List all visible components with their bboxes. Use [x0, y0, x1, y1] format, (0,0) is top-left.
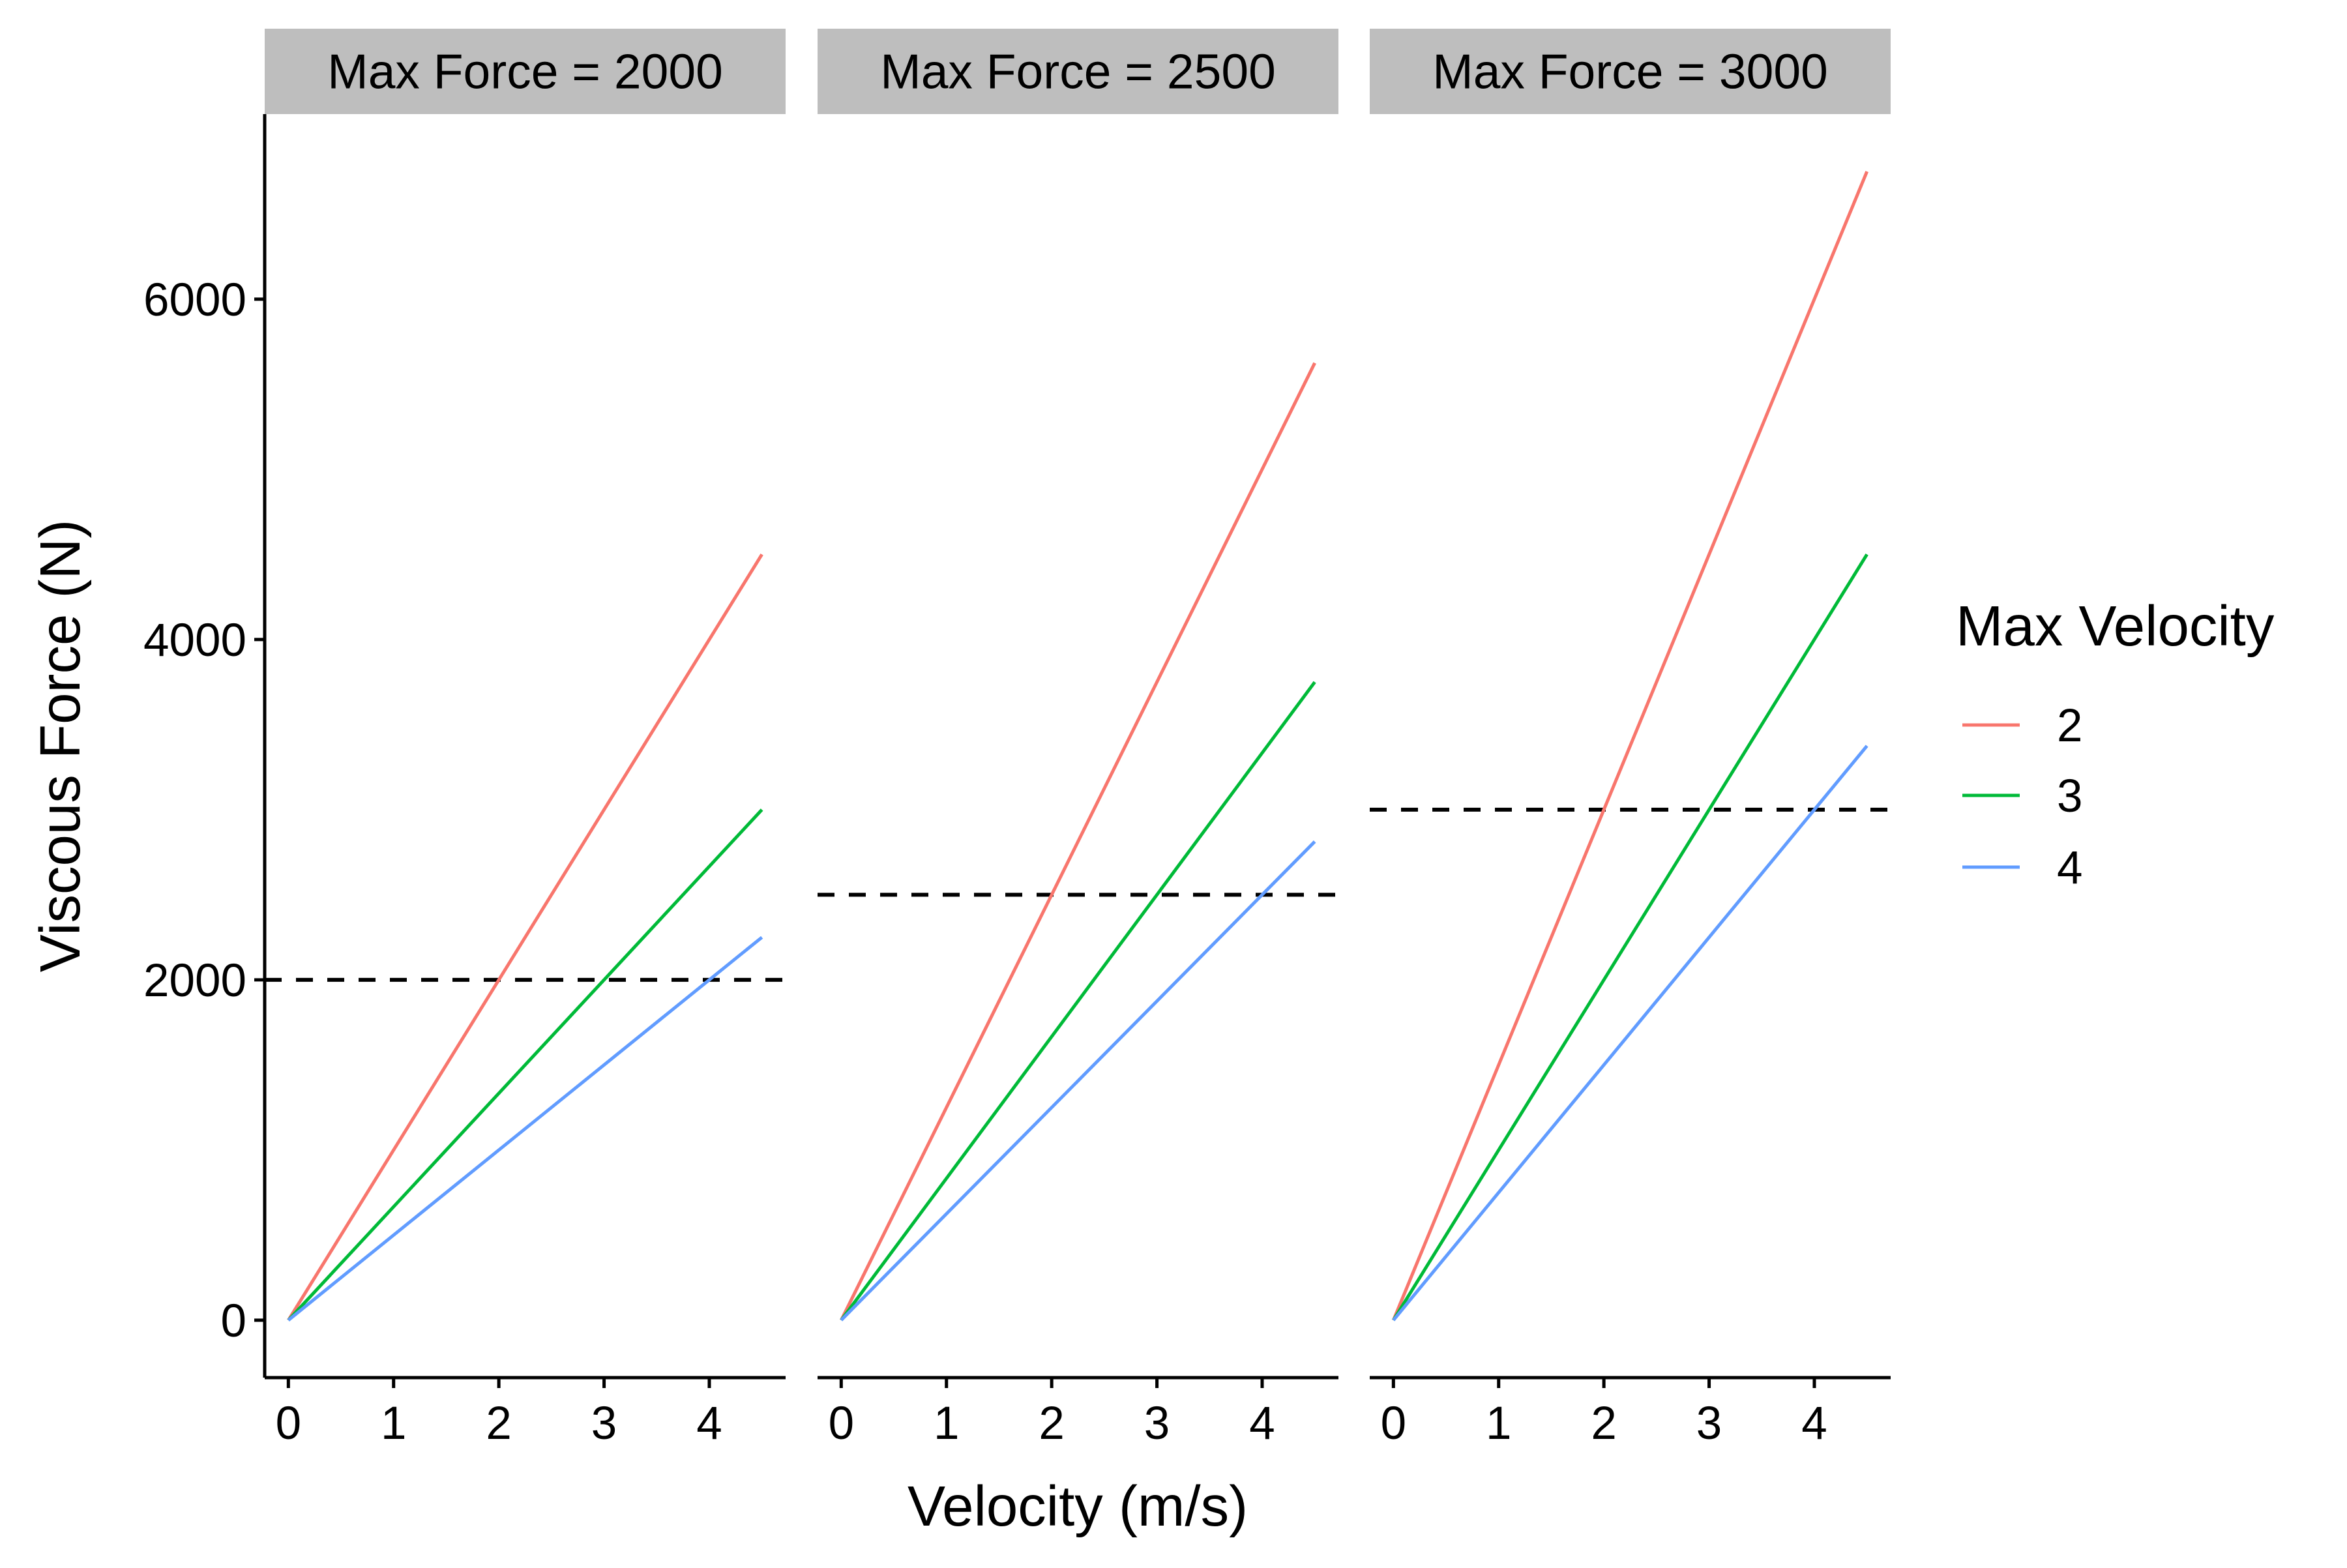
x-tick-label: 0	[829, 1398, 855, 1449]
x-tick-label: 4	[696, 1398, 722, 1449]
facet-strip-label-3: Max Force = 3000	[1432, 44, 1828, 99]
x-tick-label: 0	[1381, 1398, 1407, 1449]
y-tick-label: 4000	[143, 615, 246, 666]
y-tick-label: 6000	[143, 274, 246, 326]
series-line-max-velocity-2-facet-3	[1392, 171, 1868, 1321]
y-tick-label: 2000	[143, 955, 246, 1007]
x-tick-label: 4	[1249, 1398, 1275, 1449]
legend-title: Max Velocity	[1956, 595, 2275, 658]
x-tick-label: 1	[934, 1398, 960, 1449]
x-tick-label: 4	[1801, 1398, 1827, 1449]
x-axis-title: Velocity (m/s)	[908, 1475, 1248, 1538]
x-tick-label: 2	[486, 1398, 512, 1449]
series-line-max-velocity-3-facet-3	[1392, 554, 1868, 1322]
facet-strip-3	[1370, 29, 1891, 114]
legend-label-3: 3	[2057, 771, 2083, 822]
series-line-max-velocity-4-facet-2	[840, 840, 1316, 1322]
y-tick-label: 0	[221, 1295, 247, 1347]
facet-strip-label-1: Max Force = 2000	[327, 44, 723, 99]
x-tick-label: 2	[1591, 1398, 1617, 1449]
x-tick-label: 2	[1039, 1398, 1065, 1449]
legend-label-2: 2	[2057, 700, 2083, 752]
facet-strip-label-2: Max Force = 2500	[880, 44, 1276, 99]
x-tick-label: 1	[381, 1398, 407, 1449]
series-line-max-velocity-3-facet-1	[287, 808, 763, 1322]
series-line-max-velocity-4-facet-1	[287, 936, 763, 1322]
x-tick-label: 1	[1486, 1398, 1512, 1449]
x-tick-label: 3	[591, 1398, 617, 1449]
y-axis-title: Viscous Force (N)	[29, 520, 92, 973]
series-line-max-velocity-2-facet-1	[287, 554, 763, 1322]
facet-strip-2	[818, 29, 1338, 114]
facet-strip-1	[265, 29, 786, 114]
legend-label-4: 4	[2057, 842, 2083, 894]
series-line-max-velocity-2-facet-2	[840, 362, 1316, 1322]
x-tick-label: 0	[276, 1398, 302, 1449]
x-tick-label: 3	[1696, 1398, 1722, 1449]
series-line-max-velocity-3-facet-2	[840, 681, 1316, 1322]
series-line-max-velocity-4-facet-3	[1392, 745, 1868, 1322]
x-tick-label: 3	[1144, 1398, 1170, 1449]
